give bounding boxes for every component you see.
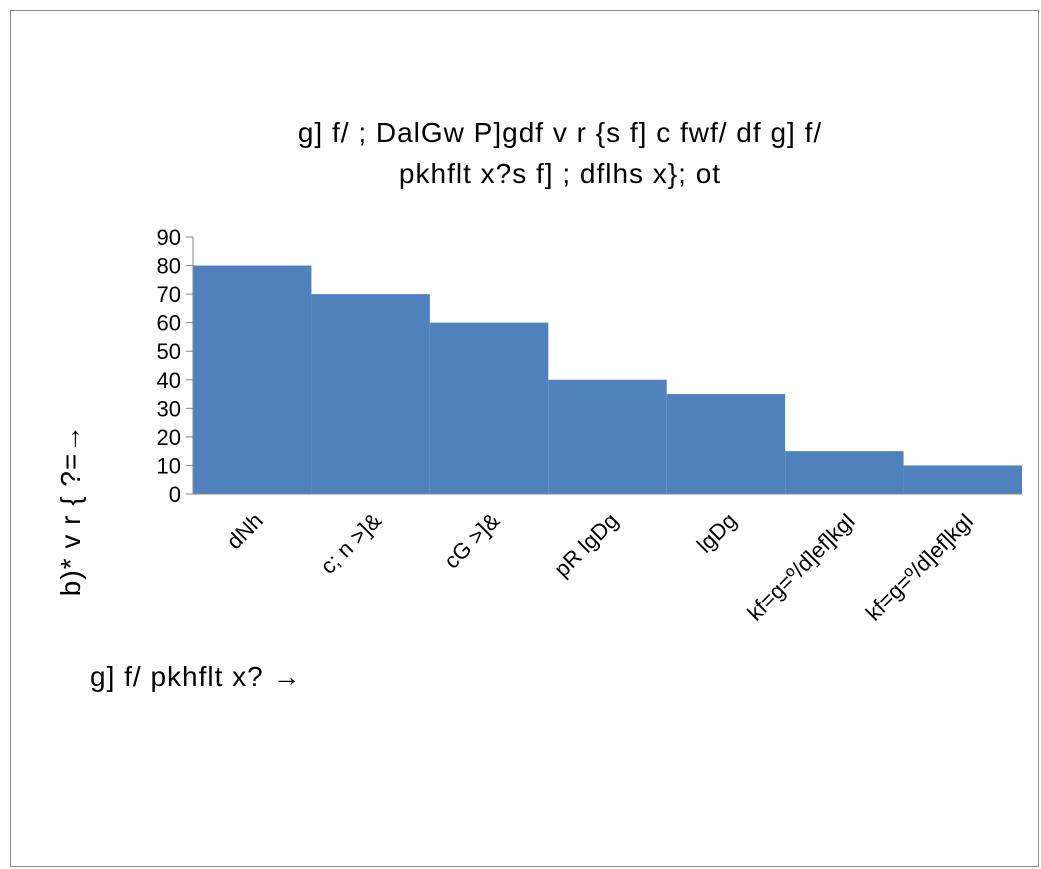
bar-3	[548, 379, 667, 494]
y-tick-label-10: 10	[157, 453, 181, 478]
x-tick-label-5: kf=g=º/d]ef]kgI	[742, 508, 860, 626]
x-tick-label-0: dNh	[222, 508, 268, 554]
y-tick-label-20: 20	[157, 425, 181, 450]
y-tick-label-30: 30	[157, 396, 181, 421]
bar-4	[666, 394, 786, 494]
y-tick-label-90: 90	[157, 225, 181, 250]
x-tick-label-1: c; n >]&	[315, 508, 386, 579]
bar-5	[785, 451, 904, 494]
y-tick-label-60: 60	[157, 311, 181, 336]
y-tick-label-50: 50	[157, 339, 181, 364]
y-tick-label-40: 40	[157, 368, 181, 393]
bar-6	[903, 465, 1022, 494]
y-tick-label-80: 80	[157, 254, 181, 279]
x-tick-label-4: lgDg	[692, 508, 742, 558]
y-tick-label-70: 70	[157, 282, 181, 307]
y-tick-label-0: 0	[169, 482, 181, 507]
x-tick-label-6: kf=g=º/d]ef]kgI	[861, 508, 979, 626]
x-tick-label-2: cG >]&	[439, 508, 505, 574]
x-axis-title: g] f/ pkhflt x? →	[90, 661, 302, 692]
y-axis-title: b)* v r { ?=→	[55, 424, 86, 597]
bar-1	[311, 294, 430, 494]
chart-title-line-1: g] f/ ; DalGw P]gdf v r {s f] c fwf/ df …	[298, 117, 822, 148]
chart-title-line-2: pkhflt x?s f] ; dflhs x}; ot	[399, 158, 721, 189]
bar-2	[429, 322, 549, 494]
bar-0	[193, 265, 312, 494]
x-tick-label-3: pR lgDg	[549, 508, 623, 582]
